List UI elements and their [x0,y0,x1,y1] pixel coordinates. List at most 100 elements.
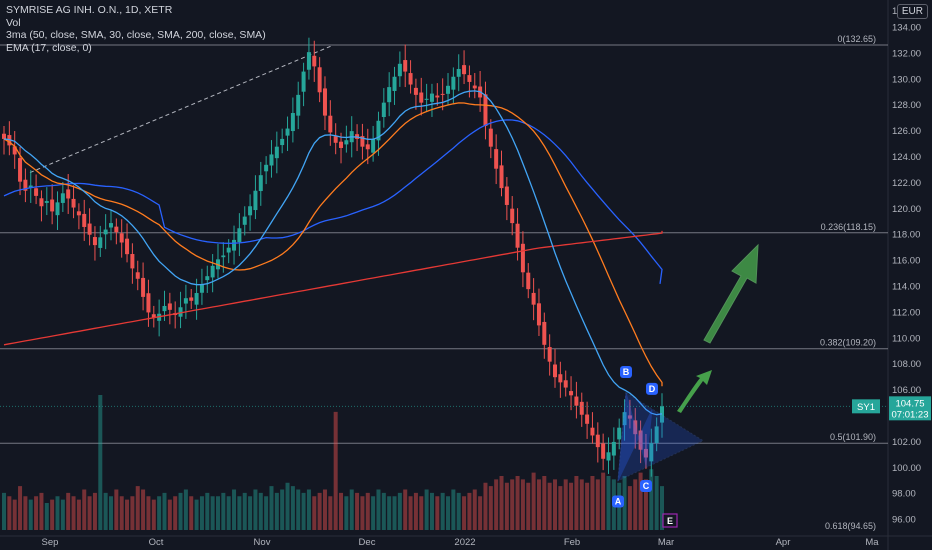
candle-body [114,226,119,233]
volume-bar [232,489,237,530]
volume-bar [103,492,108,530]
volume-bar [478,496,483,530]
price-tag [889,396,931,421]
candle-body [23,179,28,191]
volume-bar [119,496,124,530]
candle-body [285,128,290,136]
pattern-point-marker [620,366,632,379]
candle-body [553,364,558,378]
candle-body [515,223,520,248]
y-tick-label: 108.00 [892,359,921,370]
candle-body [499,165,504,189]
candle-body [290,113,295,132]
candle-body [590,427,595,436]
volume-bar [638,472,643,530]
volume-bar [467,492,472,530]
y-tick-label: 124.00 [892,152,921,163]
volume-bar [125,499,130,530]
y-tick-label: 1 [892,6,897,17]
volume-bar [157,496,162,530]
price-tag-value: 104.75 [895,398,924,409]
candle-body [205,276,210,281]
candle-body [387,87,392,103]
candle-body [488,128,493,147]
volume-bar [654,476,659,530]
candle-body [611,441,616,456]
candle-body [55,202,60,216]
candle-body [579,401,584,415]
candle-body [264,164,269,172]
y-tick-label: 130.00 [892,74,921,85]
candle-body [563,380,568,388]
volume-bar [28,499,33,530]
volume-bar [542,476,547,530]
volume-bar [344,496,349,530]
volume-bar [649,469,654,530]
candle-body [317,67,322,93]
candle-body [125,238,130,255]
candle-body [606,452,611,461]
volume-bar [55,496,60,530]
candle-body [82,213,87,227]
volume-bar [301,492,306,530]
candle-body [451,76,456,90]
volume-bar [499,476,504,530]
volume-bar [520,479,525,530]
candle-body [446,85,451,94]
candle-body [210,265,215,278]
fib-level-label: 0.5(101.90) [830,432,876,442]
currency-badge[interactable]: EUR [896,4,928,19]
volume-bar [590,476,595,530]
candle-body [365,144,370,150]
candle-body [18,158,23,182]
volume-bar [494,479,499,530]
volume-label: Vol [6,16,21,29]
volume-bar [424,489,429,530]
volume-bar [365,492,370,530]
volume-bar [328,496,333,530]
candle-body [617,427,622,440]
volume-bar [258,492,263,530]
volume-bar [472,489,477,530]
pattern-point-marker [646,382,658,395]
event-marker [662,513,678,528]
volume-bar [579,479,584,530]
volume-bar [44,503,49,530]
volume-bar [643,479,648,530]
y-tick-label: 112.00 [892,307,920,318]
volume-bar [130,496,135,530]
volume-bar [547,482,552,530]
ema17-line [3,90,663,416]
volume-bar [71,496,76,530]
volume-bar [7,496,12,530]
volume-bar [526,482,531,530]
x-tick-label: Apr [776,537,791,548]
symbol-tag [852,399,880,414]
candle-body [312,55,317,67]
candle-body [135,272,140,279]
volume-bar [290,486,295,530]
volume-bar [23,496,28,530]
candle-body [569,391,574,396]
volume-bar [18,486,23,530]
chart-legend: SYMRISE AG INH. O.N., 1D, XETR Vol 3ma (… [6,4,266,54]
candle-body [574,396,579,406]
candle-body [536,303,541,326]
candle-body [654,426,659,444]
triangle-pattern [617,391,705,482]
small-bullish-arrow [677,370,712,413]
volume-bar [440,492,445,530]
y-tick-label: 118.00 [892,230,920,241]
volume-bar [215,496,220,530]
volume-bar [429,492,434,530]
candle-body [649,443,654,462]
volume-bar [76,499,81,530]
ma-indicator-label: 3ma (50, close, SMA, 30, close, SMA, 200… [6,29,266,41]
volume-bar [451,489,456,530]
volume-bar [435,496,440,530]
candle-body [627,415,632,419]
candle-body [189,297,194,301]
volume-bar [87,496,92,530]
x-tick-label: Ma [865,537,879,548]
